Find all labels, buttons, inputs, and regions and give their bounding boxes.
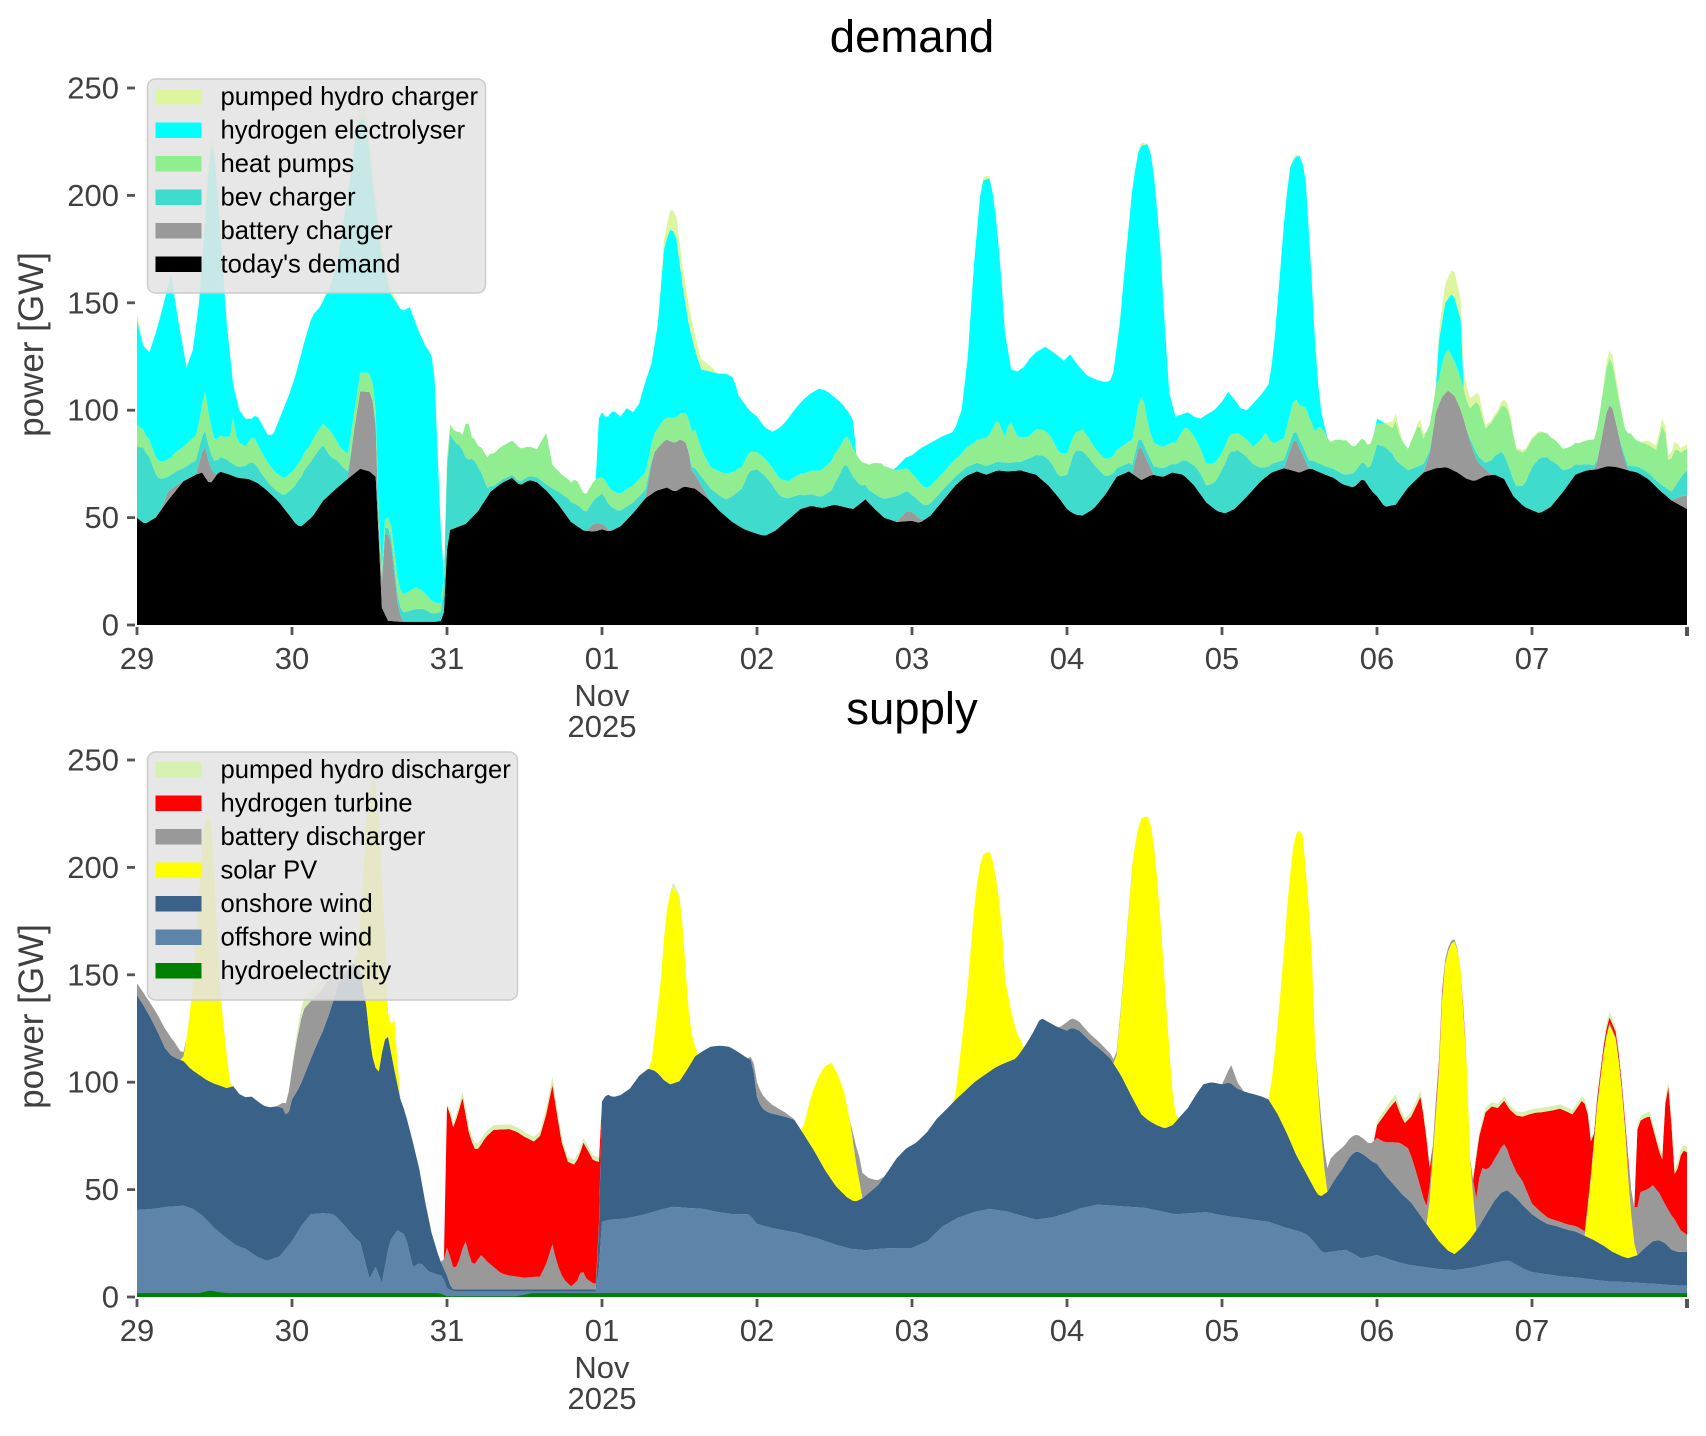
svg-text:30: 30 xyxy=(275,641,309,676)
svg-text:Nov: Nov xyxy=(574,1350,630,1385)
svg-text:04: 04 xyxy=(1050,641,1084,676)
svg-text:150: 150 xyxy=(67,285,119,320)
svg-text:pumped hydro discharger: pumped hydro discharger xyxy=(221,756,512,784)
svg-text:hydroelectricity: hydroelectricity xyxy=(221,957,392,985)
svg-text:supply: supply xyxy=(846,683,978,734)
svg-text:50: 50 xyxy=(85,1172,119,1207)
svg-text:pumped hydro charger: pumped hydro charger xyxy=(221,83,479,111)
svg-text:battery charger: battery charger xyxy=(221,217,394,245)
svg-text:0: 0 xyxy=(102,608,119,643)
svg-text:07: 07 xyxy=(1515,1313,1549,1348)
svg-text:31: 31 xyxy=(430,641,464,676)
svg-text:03: 03 xyxy=(895,641,929,676)
svg-text:250: 250 xyxy=(67,743,119,778)
svg-text:100: 100 xyxy=(67,1065,119,1100)
svg-text:power [GW]: power [GW] xyxy=(12,252,51,437)
svg-text:battery discharger: battery discharger xyxy=(221,823,426,851)
svg-text:29: 29 xyxy=(120,641,154,676)
svg-text:power [GW]: power [GW] xyxy=(12,924,51,1109)
svg-text:06: 06 xyxy=(1360,1313,1394,1348)
svg-text:offshore wind: offshore wind xyxy=(221,924,373,952)
svg-text:solar PV: solar PV xyxy=(221,857,318,885)
svg-text:onshore wind: onshore wind xyxy=(221,890,373,918)
svg-text:02: 02 xyxy=(740,1313,774,1348)
svg-text:29: 29 xyxy=(120,1313,154,1348)
svg-text:250: 250 xyxy=(67,71,119,106)
svg-text:02: 02 xyxy=(740,641,774,676)
svg-text:demand: demand xyxy=(830,11,994,62)
svg-text:100: 100 xyxy=(67,393,119,428)
svg-text:Nov: Nov xyxy=(574,678,630,713)
svg-text:50: 50 xyxy=(85,500,119,535)
svg-text:2025: 2025 xyxy=(568,709,637,744)
svg-text:today's demand: today's demand xyxy=(221,251,401,279)
svg-text:30: 30 xyxy=(275,1313,309,1348)
svg-text:heat pumps: heat pumps xyxy=(221,150,355,178)
svg-text:01: 01 xyxy=(585,641,619,676)
svg-text:hydrogen turbine: hydrogen turbine xyxy=(221,790,413,818)
svg-text:04: 04 xyxy=(1050,1313,1084,1348)
svg-text:01: 01 xyxy=(585,1313,619,1348)
svg-text:200: 200 xyxy=(67,178,119,213)
svg-text:bev charger: bev charger xyxy=(221,184,357,212)
svg-text:hydrogen electrolyser: hydrogen electrolyser xyxy=(221,117,466,145)
svg-text:05: 05 xyxy=(1205,641,1239,676)
svg-text:150: 150 xyxy=(67,957,119,992)
svg-text:07: 07 xyxy=(1515,641,1549,676)
svg-text:06: 06 xyxy=(1360,641,1394,676)
svg-text:03: 03 xyxy=(895,1313,929,1348)
svg-text:31: 31 xyxy=(430,1313,464,1348)
svg-text:200: 200 xyxy=(67,850,119,885)
svg-text:05: 05 xyxy=(1205,1313,1239,1348)
svg-text:0: 0 xyxy=(102,1280,119,1315)
svg-text:2025: 2025 xyxy=(568,1381,637,1416)
